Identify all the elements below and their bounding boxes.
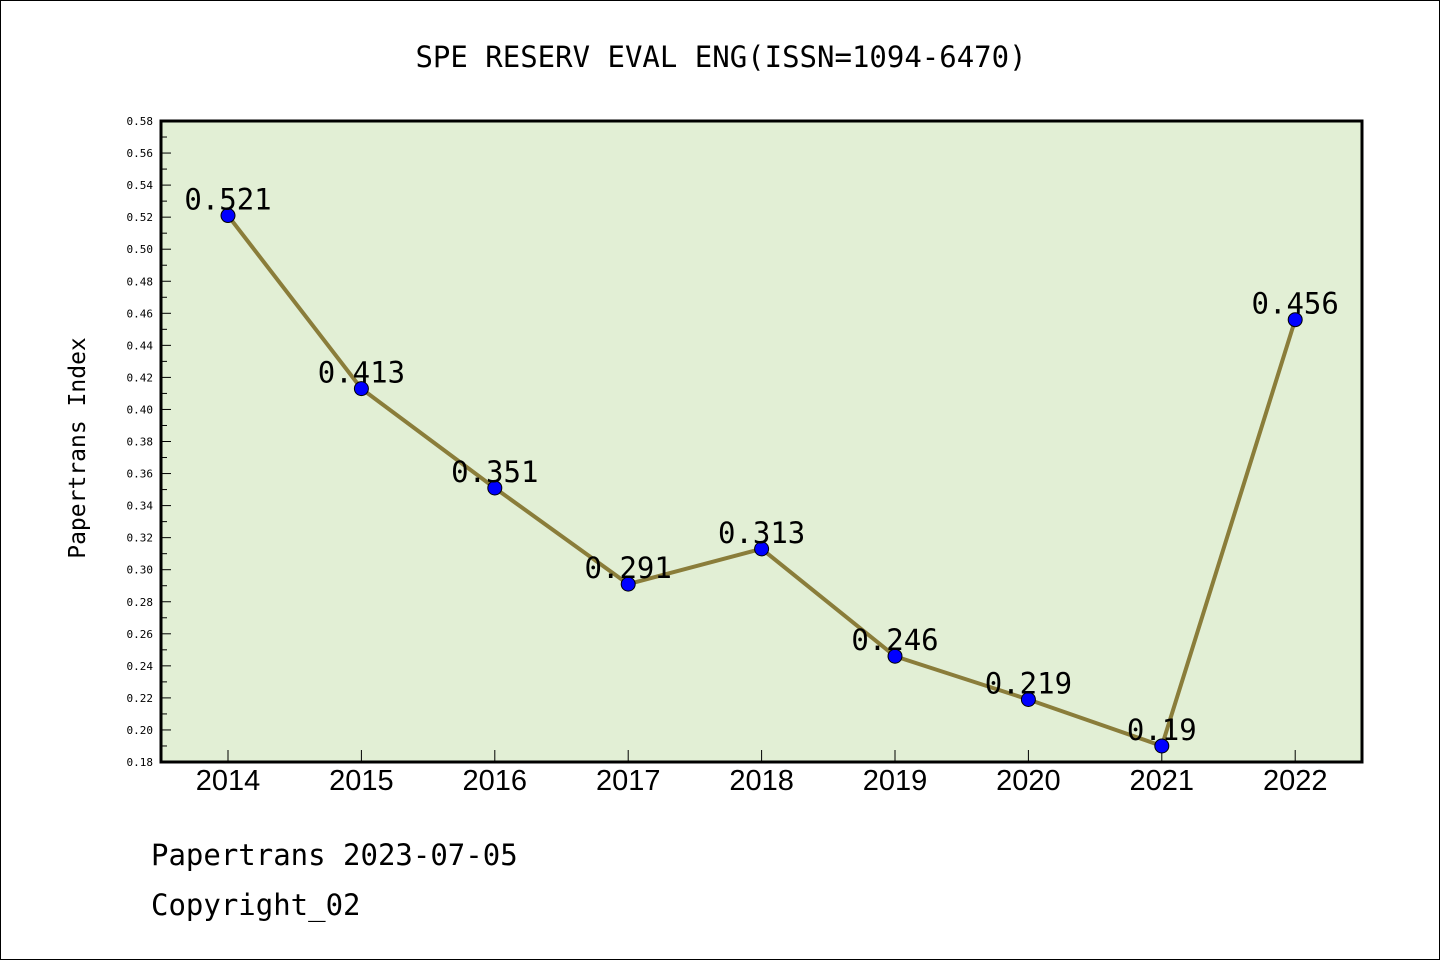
y-axis-label: Papertrans Index <box>65 337 91 559</box>
data-label: 0.456 <box>1252 287 1339 321</box>
data-label: 0.291 <box>585 551 672 585</box>
x-tick-label: 2020 <box>996 765 1061 797</box>
y-tick-label: 0.36 <box>127 468 154 481</box>
y-tick-label: 0.54 <box>127 179 154 192</box>
x-tick-label: 2021 <box>1130 765 1195 797</box>
y-tick-label: 0.40 <box>127 403 154 416</box>
y-tick-label: 0.58 <box>127 115 154 128</box>
data-point <box>1287 312 1303 328</box>
data-label: 0.351 <box>451 455 538 489</box>
data-point <box>620 576 636 592</box>
x-tick-label: 2019 <box>863 765 928 797</box>
y-tick-label: 0.26 <box>127 628 154 641</box>
y-tick-label: 0.44 <box>127 339 154 352</box>
data-label: 0.219 <box>985 667 1072 701</box>
data-point <box>353 381 369 397</box>
y-tick-label: 0.30 <box>127 564 154 577</box>
x-tick-label: 2016 <box>463 765 528 797</box>
y-tick-label: 0.46 <box>127 307 154 320</box>
y-tick-label: 0.34 <box>127 500 154 513</box>
chart-title: SPE RESERV EVAL ENG(ISSN=1094-6470) <box>415 40 1026 74</box>
data-point <box>1020 692 1036 708</box>
data-label: 0.246 <box>851 623 938 657</box>
x-tick-label: 2014 <box>196 765 261 797</box>
y-axis: 0.18 0.20 0.22 0.24 0.26 0.28 0.30 0.32 0.34 0.36… <box>127 115 171 769</box>
footer-date: Papertrans 2023-07-05 <box>151 838 518 872</box>
x-tick-label: 2015 <box>329 765 394 797</box>
footer-copyright: Copyright_02 <box>151 888 361 923</box>
data-point <box>754 541 770 557</box>
y-tick-label: 0.56 <box>127 147 154 160</box>
y-tick-label: 0.32 <box>127 532 154 545</box>
data-label: 0.313 <box>718 516 805 550</box>
y-tick-label: 0.42 <box>127 371 154 384</box>
y-tick-label: 0.48 <box>127 275 154 288</box>
x-tick-label: 2018 <box>729 765 794 797</box>
y-tick-label: 0.20 <box>127 724 154 737</box>
data-point <box>487 480 503 496</box>
series-markers <box>220 208 1303 754</box>
x-tick-label: 2017 <box>596 765 661 797</box>
y-tick-label: 0.50 <box>127 243 154 256</box>
data-labels: 0.521 0.413 0.351 0.291 0.313 0.246 0.219 0.19 0… <box>184 183 1339 747</box>
y-tick-label: 0.18 <box>127 756 154 769</box>
y-tick-label: 0.52 <box>127 211 154 224</box>
data-label: 0.19 <box>1127 713 1197 747</box>
x-tick-label: 2022 <box>1263 765 1328 797</box>
y-tick-label: 0.24 <box>127 660 154 673</box>
data-point <box>220 208 236 224</box>
plot-border <box>159 119 1364 764</box>
y-tick-label: 0.28 <box>127 596 154 609</box>
x-axis: 2014 2015 2016 2017 2018 2019 2020 2021 2022 <box>196 750 1328 797</box>
y-tick-label: 0.38 <box>127 436 154 449</box>
data-label: 0.521 <box>184 183 271 217</box>
data-point <box>1154 738 1170 754</box>
data-label: 0.413 <box>318 356 405 390</box>
data-point <box>887 648 903 664</box>
plot-area <box>161 121 1362 762</box>
y-tick-label: 0.22 <box>127 692 154 705</box>
